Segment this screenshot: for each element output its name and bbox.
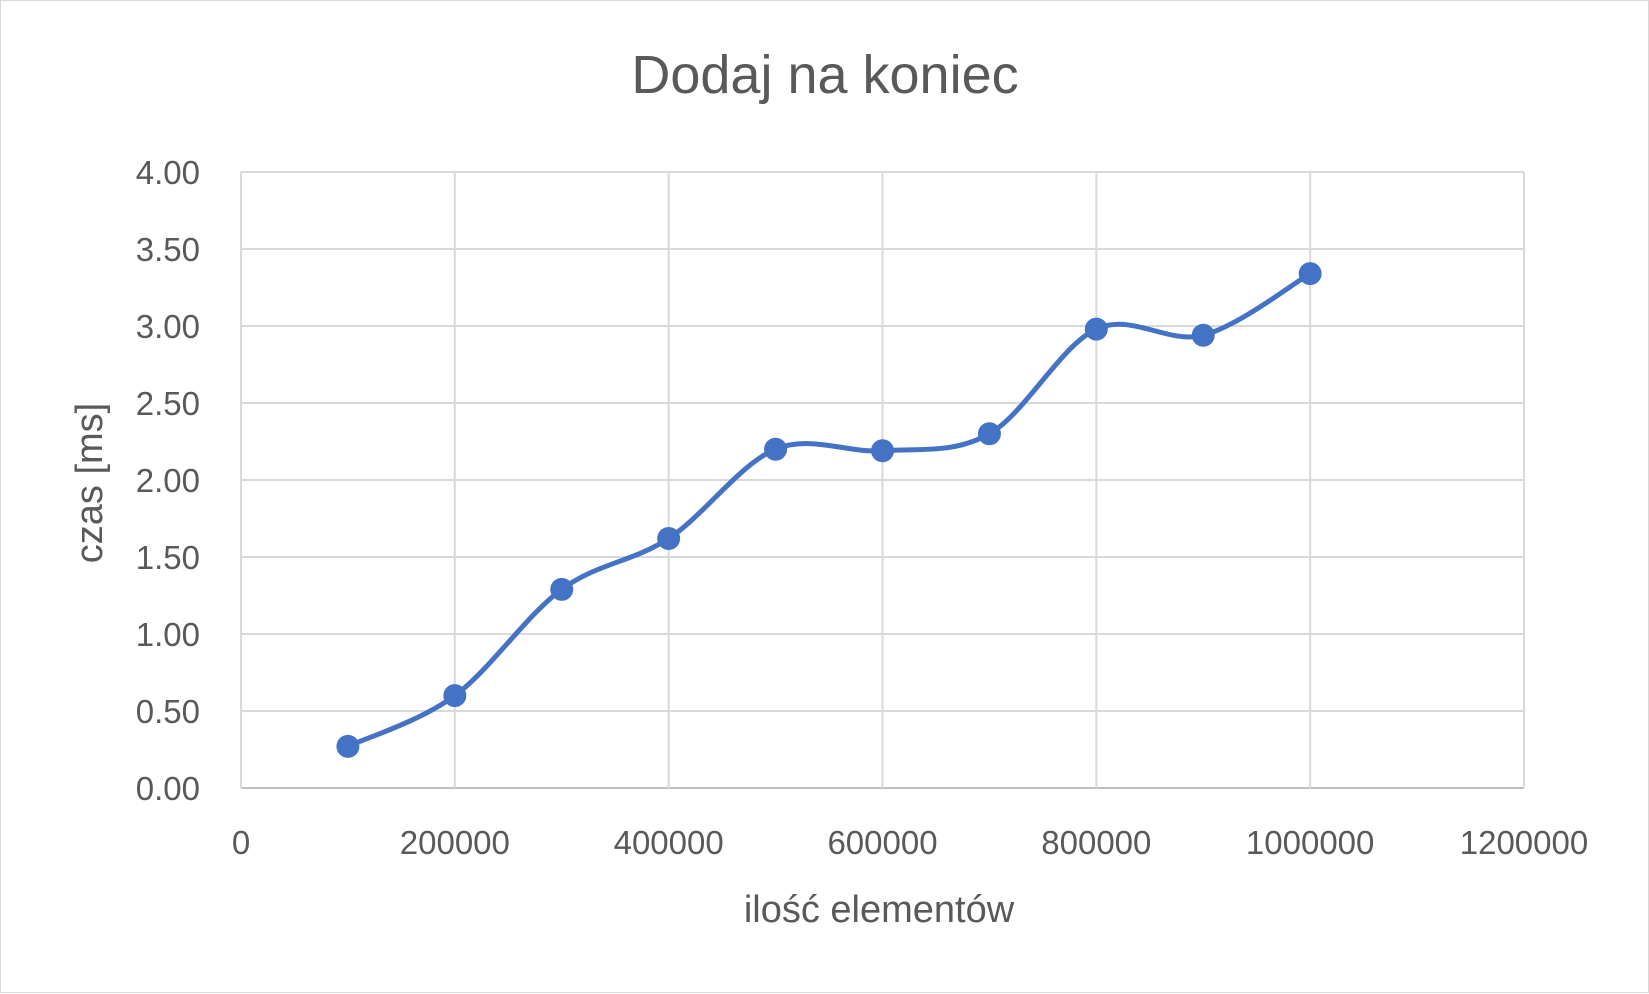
x-tick-label: 400000	[614, 824, 724, 861]
x-tick-label: 1200000	[1460, 824, 1588, 861]
y-tick-label: 1.00	[136, 616, 200, 653]
x-axis-title: ilość elementów	[744, 889, 1015, 931]
data-point	[1298, 262, 1322, 286]
x-tick-label: 600000	[827, 824, 937, 861]
x-tick-label: 800000	[1041, 824, 1151, 861]
y-tick-label: 3.00	[136, 308, 200, 345]
data-series	[336, 262, 1322, 758]
data-point	[764, 437, 788, 461]
data-point	[443, 684, 467, 708]
data-point	[550, 577, 574, 601]
chart-title: Dodaj na koniec	[631, 45, 1018, 105]
data-point	[871, 439, 894, 463]
y-tick-label: 3.50	[136, 231, 200, 268]
data-point	[977, 422, 1001, 446]
data-point	[1084, 317, 1108, 341]
y-tick-label: 4.00	[136, 154, 200, 191]
x-tick-label: 1000000	[1246, 824, 1374, 861]
y-tick-label: 1.50	[136, 539, 200, 576]
data-point	[1191, 323, 1215, 347]
x-tick-label: 0	[232, 824, 250, 861]
data-point	[657, 527, 681, 551]
data-point	[336, 734, 360, 758]
gridlines	[240, 171, 1525, 789]
y-tick-label: 0.00	[136, 770, 200, 807]
tick-labels: 0.00 0.50 1.00 1.50 2.00 2.50 3.00 3.50 4.00 0 200…	[136, 154, 1588, 861]
series-line	[345, 271, 1313, 749]
y-tick-label: 2.50	[136, 385, 200, 422]
y-tick-label: 0.50	[136, 693, 200, 730]
x-tick-label: 200000	[400, 824, 510, 861]
y-axis-title: czas [ms]	[69, 403, 111, 563]
y-tick-label: 2.00	[136, 462, 200, 499]
